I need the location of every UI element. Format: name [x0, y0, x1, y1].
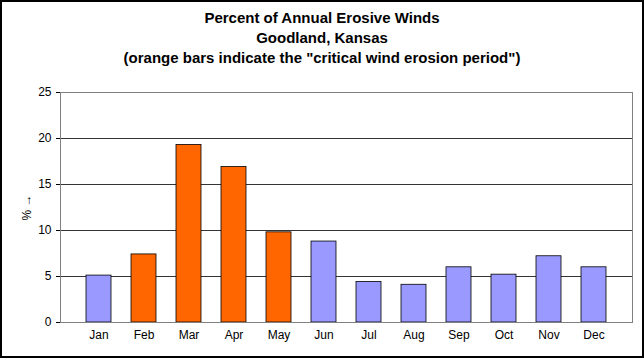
- svg-text:Jul: Jul: [361, 328, 376, 342]
- svg-text:Mar: Mar: [179, 328, 200, 342]
- svg-text:May: May: [268, 328, 291, 342]
- svg-text:25: 25: [38, 85, 52, 99]
- html-text:Goodland, Kansas: Goodland, Kansas: [256, 29, 388, 46]
- svg-text:10: 10: [38, 223, 52, 237]
- svg-text:% →: % →: [20, 194, 34, 220]
- svg-text:20: 20: [38, 131, 52, 145]
- svg-text:Aug: Aug: [403, 328, 424, 342]
- svg-text:Jun: Jun: [314, 328, 333, 342]
- svg-text:Sep: Sep: [448, 328, 470, 342]
- svg-text:15: 15: [38, 177, 52, 191]
- svg-text:Jan: Jan: [89, 328, 108, 342]
- svg-text:Apr: Apr: [225, 328, 244, 342]
- html-text:Percent of Annual Erosive Wind: Percent of Annual Erosive Winds: [204, 9, 440, 26]
- svg-text:Dec: Dec: [583, 328, 604, 342]
- svg-text:Oct: Oct: [495, 328, 514, 342]
- html-text:(orange bars indicate the "cri: (orange bars indicate the "critical wind…: [123, 49, 521, 66]
- svg-text:5: 5: [45, 269, 52, 283]
- svg-text:Nov: Nov: [538, 328, 559, 342]
- svg-text:Feb: Feb: [134, 328, 155, 342]
- svg-text:0: 0: [45, 315, 52, 329]
